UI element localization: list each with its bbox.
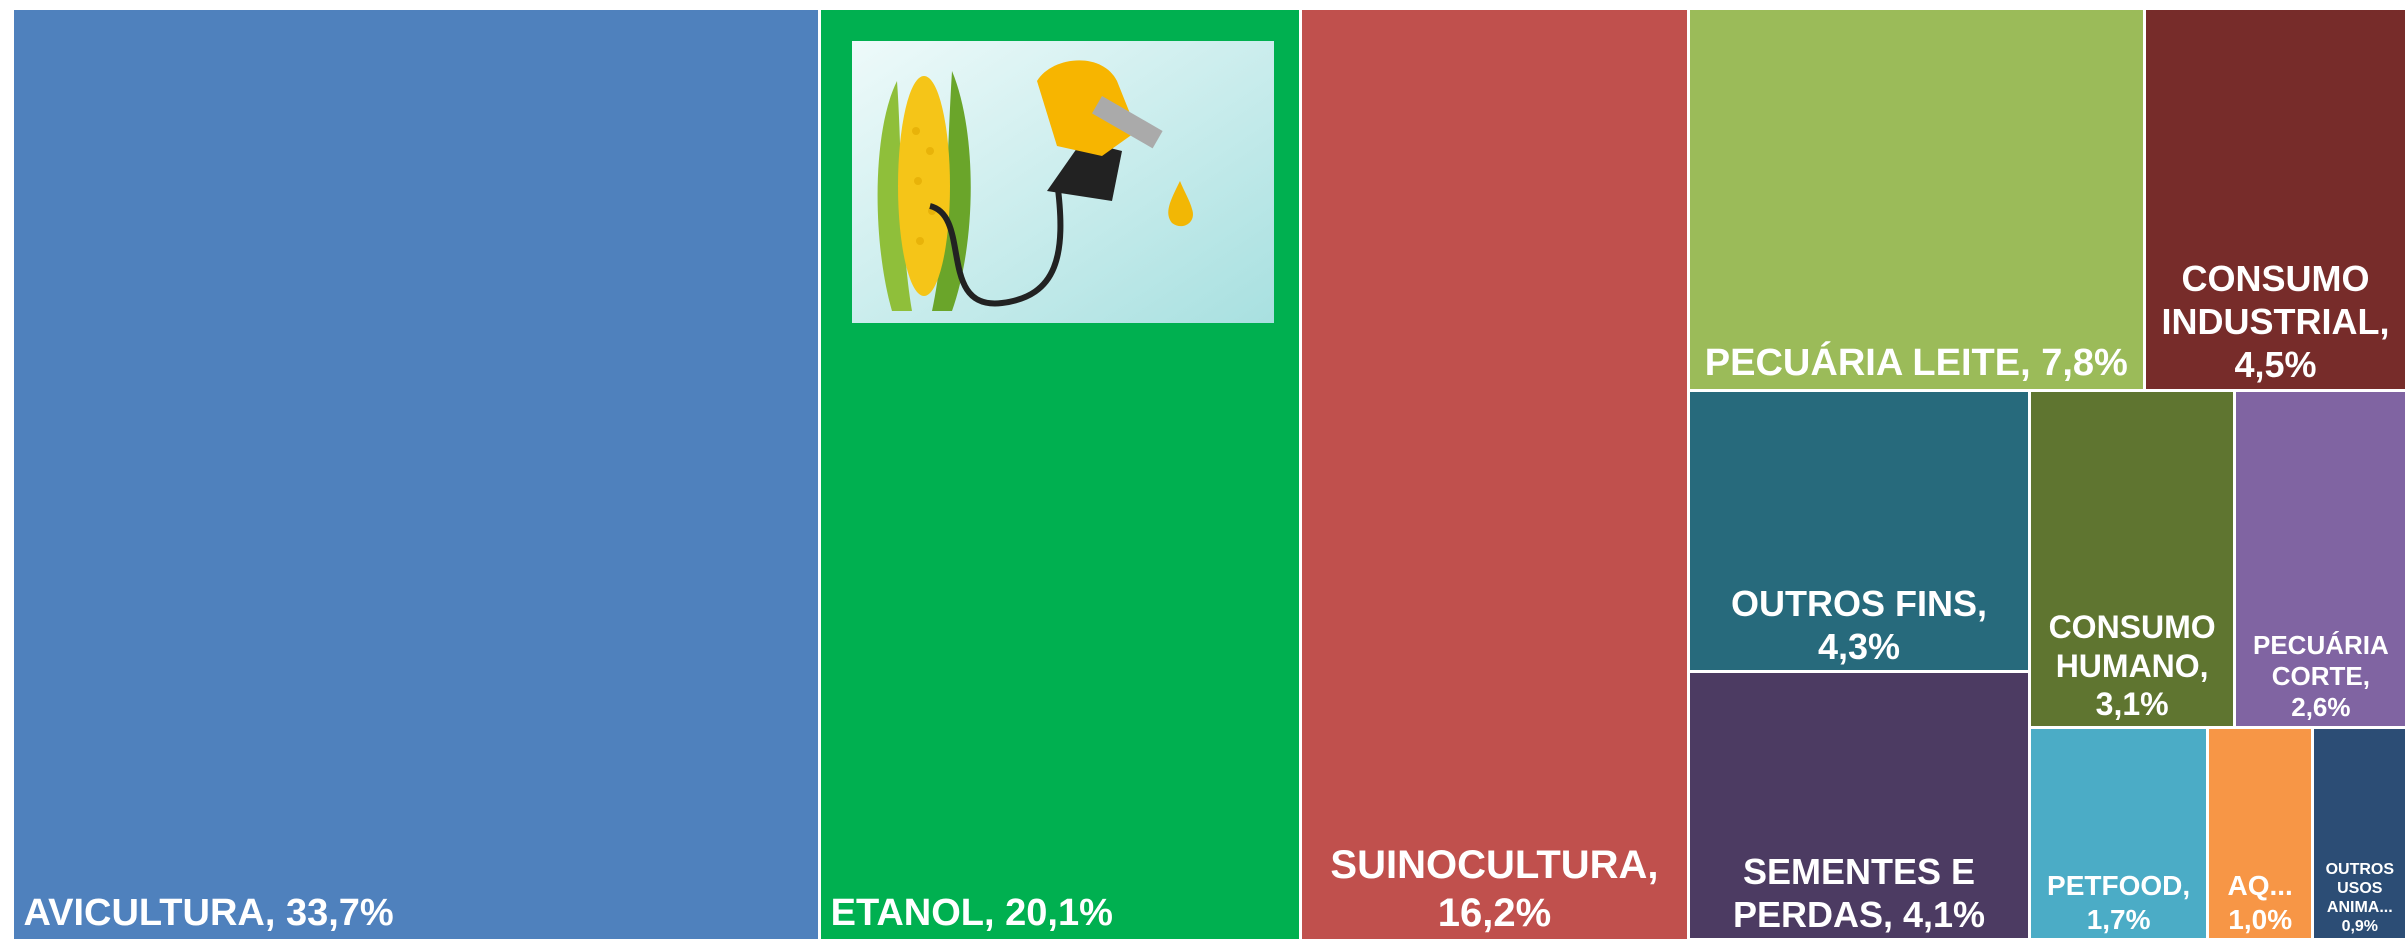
tile-label: OUTROS USOS ANIMA... 0,9% (2314, 860, 2405, 939)
treemap: AVICULTURA, 33,7%ETANOL, 20,1%SUINOCULTU… (0, 0, 2407, 940)
tile: OUTROS FINS, 4,3% (1690, 392, 2028, 670)
tile: AVICULTURA, 33,7% (14, 10, 818, 939)
tile-label: CONSUMO HUMANO, 3,1% (2031, 608, 2233, 725)
tile: SEMENTES E PERDAS, 4,1% (1690, 673, 2028, 938)
tile-label: OUTROS FINS, 4,3% (1690, 582, 2028, 670)
tile-label: AQ... 1,0% (2209, 869, 2311, 938)
tile-label: AVICULTURA, 33,7% (14, 891, 818, 939)
tile: PECUÁRIA CORTE, 2,6% (2236, 392, 2405, 726)
tile-label: PECUÁRIA LEITE, 7,8% (1690, 341, 2143, 389)
tile: CONSUMO INDUSTRIAL, 4,5% (2146, 10, 2406, 389)
tile: PETFOOD, 1,7% (2031, 729, 2206, 939)
etanol-illustration (852, 41, 1274, 323)
tile-label: PETFOOD, 1,7% (2031, 869, 2206, 938)
tile-label: SEMENTES E PERDAS, 4,1% (1690, 850, 2028, 938)
tile: OUTROS USOS ANIMA... 0,9% (2314, 729, 2405, 939)
tile-label: ETANOL, 20,1% (821, 891, 1299, 939)
tile: SUINOCULTURA, 16,2% (1302, 10, 1687, 939)
tile-label: SUINOCULTURA, 16,2% (1302, 841, 1687, 939)
tile-label: CONSUMO INDUSTRIAL, 4,5% (2146, 257, 2406, 389)
tile: AQ... 1,0% (2209, 729, 2311, 939)
tile: CONSUMO HUMANO, 3,1% (2031, 392, 2233, 726)
tile-label: PECUÁRIA CORTE, 2,6% (2236, 630, 2405, 726)
tile: PECUÁRIA LEITE, 7,8% (1690, 10, 2143, 389)
